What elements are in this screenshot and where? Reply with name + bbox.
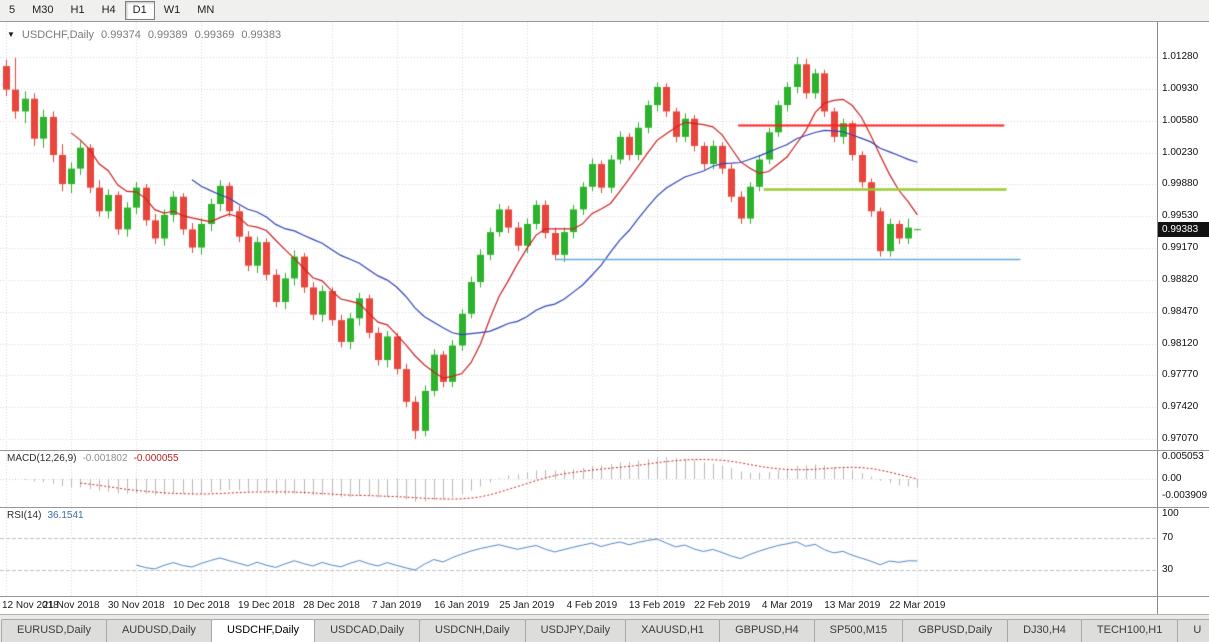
rsi-header: RSI(14) 36.1541: [7, 510, 84, 521]
price-scale-label: 0.99530: [1162, 210, 1199, 222]
time-axis-label: 4 Feb 2019: [566, 600, 618, 611]
tab-usdjpy-daily[interactable]: USDJPY,Daily: [524, 619, 627, 642]
tab-usdchf-daily[interactable]: USDCHF,Daily: [210, 619, 316, 642]
macd-canvas[interactable]: [0, 451, 1157, 507]
time-axis-label: 22 Mar 2019: [889, 600, 946, 611]
chart-open-value: 0.99374: [101, 29, 141, 41]
current-price-badge: 0.99383: [1158, 222, 1209, 238]
time-axis-label: 4 Mar 2019: [761, 600, 813, 611]
chart-header: ▼ USDCHF,Daily 0.99374 0.99389 0.99369 0…: [7, 29, 281, 41]
macd-scale-label: 0.005053: [1162, 451, 1204, 462]
timeframe-button-d1[interactable]: D1: [124, 1, 155, 20]
time-axis-label: 7 Jan 2019: [371, 600, 422, 611]
macd-label: MACD(12,26,9): [7, 453, 77, 464]
main-chart-panel: ▼ USDCHF,Daily 0.99374 0.99389 0.99369 0…: [0, 22, 1209, 450]
rsi-panel: RSI(14) 36.1541 100 70 30: [0, 507, 1209, 596]
rsi-scale-label: 30: [1162, 564, 1174, 575]
price-scale-label: 1.00580: [1162, 114, 1199, 126]
macd-main-value: -0.001802: [82, 453, 128, 464]
tab-xauusd-h1[interactable]: XAUUSD,H1: [625, 619, 721, 642]
tab-tech100-h1[interactable]: TECH100,H1: [1080, 619, 1179, 642]
price-scale-label: 0.99880: [1162, 178, 1199, 190]
rsi-label: RSI(14): [7, 510, 42, 521]
chart-symbol-label: USDCHF,Daily: [21, 29, 95, 41]
tab-u[interactable]: U: [1177, 619, 1209, 642]
macd-scale-label: 0.00: [1162, 473, 1182, 484]
tab-gbpusd-daily[interactable]: GBPUSD,Daily: [902, 619, 1009, 642]
rsi-value: 36.1541: [47, 510, 84, 521]
price-chart-canvas[interactable]: [0, 22, 1157, 450]
timeframe-toolbar: 5 M30 H1 H4 D1 W1 MN: [0, 0, 1209, 22]
price-scale-label: 1.00230: [1162, 146, 1199, 158]
time-axis-label: 22 Feb 2019: [694, 600, 751, 611]
chart-high-value: 0.99389: [147, 29, 188, 41]
rsi-canvas[interactable]: [0, 508, 1157, 596]
tab-sp500-m15[interactable]: SP500,M15: [813, 619, 904, 642]
time-axis-label: 30 Nov 2018: [107, 600, 165, 611]
macd-header: MACD(12,26,9) -0.001802 -0.000055: [7, 453, 179, 464]
chart-low-value: 0.99369: [194, 29, 235, 41]
timeframe-button-h1[interactable]: H1: [70, 4, 85, 16]
macd-scale-label: -0.003909: [1162, 490, 1208, 502]
tab-usdcad-daily[interactable]: USDCAD,Daily: [314, 619, 421, 642]
rsi-scale[interactable]: 100 70 30: [1157, 508, 1209, 596]
time-axis[interactable]: 12 Nov 2018 21 Nov 2018 30 Nov 2018 10 Dec …: [0, 596, 1209, 614]
tab-eurusd-daily[interactable]: EURUSD,Daily: [1, 619, 107, 642]
timeframe-button-w1[interactable]: W1: [163, 4, 181, 16]
timeframe-button-m30[interactable]: M30: [32, 4, 54, 16]
time-axis-label: 28 Dec 2018: [303, 600, 360, 611]
timeframe-button-5[interactable]: 5: [9, 4, 16, 16]
rsi-scale-label: 70: [1162, 532, 1174, 543]
time-axis-label: 16 Jan 2019: [434, 600, 490, 611]
chart-dropdown-icon[interactable]: ▼: [7, 30, 15, 39]
tab-audusd-daily[interactable]: AUDUSD,Daily: [105, 619, 212, 642]
macd-scale[interactable]: 0.005053 0.00 -0.003909: [1157, 451, 1209, 507]
time-axis-label: 13 Feb 2019: [628, 600, 686, 611]
price-scale-label: 1.00930: [1162, 82, 1199, 94]
tab-usdcnh-daily[interactable]: USDCNH,Daily: [419, 619, 526, 642]
chart-close-value: 0.99383: [241, 29, 282, 41]
time-axis-label: 12 Nov 2018: [2, 600, 59, 611]
tab-gbpusd-h4[interactable]: GBPUSD,H4: [719, 619, 815, 642]
rsi-scale-label: 100: [1162, 508, 1179, 519]
price-scale-label: 0.98820: [1162, 273, 1199, 285]
timeframe-button-mn[interactable]: MN: [197, 4, 215, 16]
time-axis-label: 13 Mar 2019: [824, 600, 881, 611]
price-scale-label: 0.99170: [1162, 242, 1199, 253]
price-scale[interactable]: 0.99383 1.01280 1.00930 1.00580 1.00230 0.99…: [1157, 22, 1209, 450]
price-scale-label: 1.01280: [1162, 51, 1199, 62]
price-scale-label: 0.97070: [1162, 433, 1199, 444]
tab-dj30-h4[interactable]: DJ30,H4: [1007, 619, 1082, 642]
time-axis-label: 21 Nov 2018: [42, 600, 100, 611]
price-scale-label: 0.97420: [1162, 401, 1199, 413]
time-axis-label: 25 Jan 2019: [499, 600, 555, 611]
time-axis-corner: [1157, 597, 1209, 614]
time-axis-label: 19 Dec 2018: [238, 600, 295, 611]
macd-signal-value: -0.000055: [133, 453, 179, 464]
macd-panel: MACD(12,26,9) -0.001802 -0.000055 0.0050…: [0, 450, 1209, 507]
timeframe-button-h4[interactable]: H4: [101, 4, 116, 16]
price-scale-label: 0.98470: [1162, 305, 1199, 317]
price-scale-label: 0.98120: [1162, 337, 1199, 349]
chart-tab-bar: EURUSD,Daily AUDUSD,Daily USDCHF,Daily USDC…: [0, 614, 1209, 642]
time-axis-label: 10 Dec 2018: [172, 600, 230, 611]
price-scale-label: 0.97770: [1162, 369, 1199, 381]
